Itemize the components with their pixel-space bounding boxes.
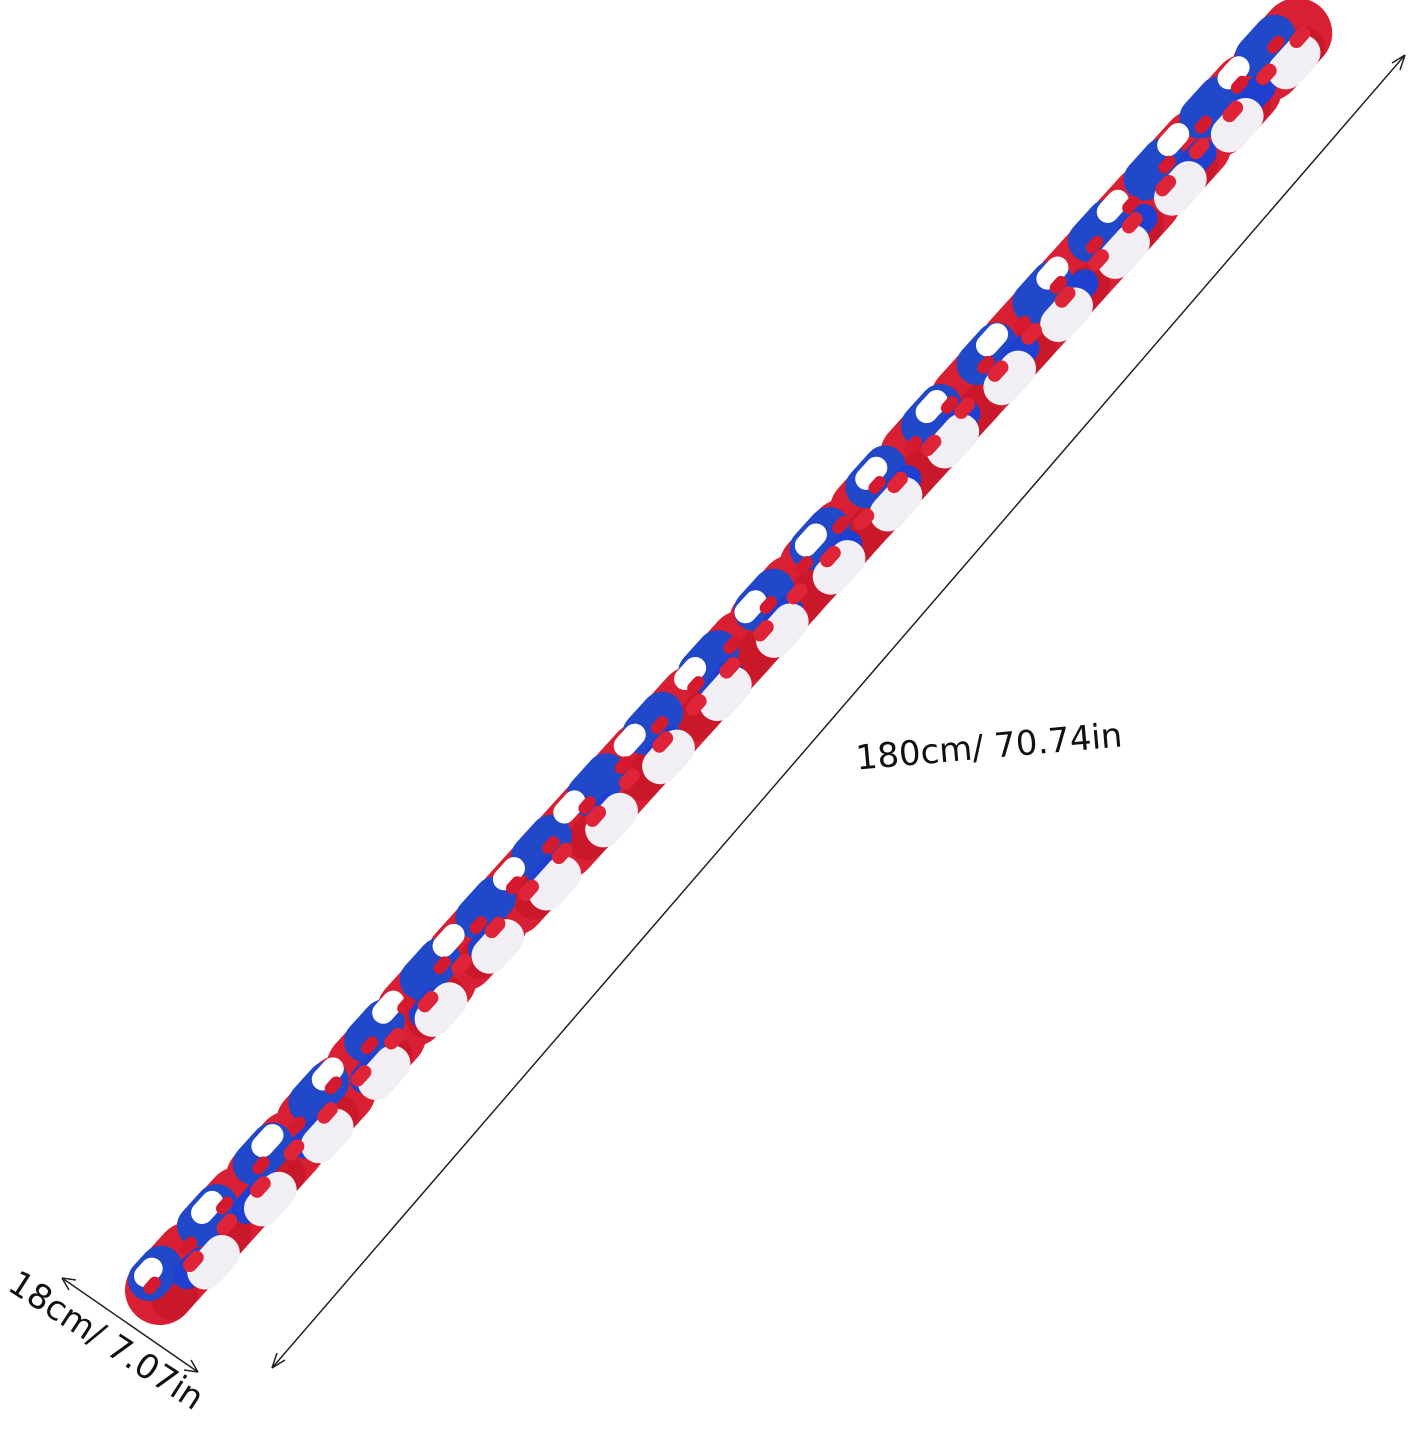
arrow-head (271, 1352, 286, 1369)
boa-white-tufts (134, 5, 1296, 1287)
dimension-line (271, 54, 1406, 1369)
width-dimension (61, 1277, 199, 1373)
boa-white (157, 32, 1323, 1323)
arrow-head (61, 1277, 77, 1291)
feather-boa (124, 0, 1335, 1325)
length-dimension (271, 54, 1406, 1369)
dimension-line (61, 1277, 199, 1373)
arrow-head (1391, 54, 1406, 71)
boa-red-wisps (183, 8, 1327, 1272)
boa-red-wisps-2 (124, 34, 1286, 1316)
arrow-head (183, 1359, 199, 1373)
